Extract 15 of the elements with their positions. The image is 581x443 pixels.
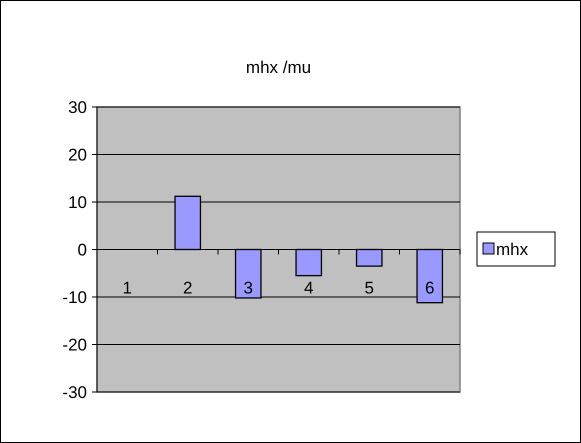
y-tick-label: -20	[62, 335, 87, 354]
legend-label: mhx	[496, 240, 529, 259]
y-tick-label: 10	[68, 192, 87, 212]
y-tick-label: 0	[78, 240, 87, 260]
x-tick-label: 2	[183, 278, 192, 298]
x-tick-label: 3	[244, 278, 253, 298]
y-tick-label: -10	[62, 288, 87, 307]
x-tick-label: 4	[304, 278, 314, 298]
y-tick-label: 30	[68, 98, 87, 117]
x-tick-label: 1	[122, 278, 132, 298]
x-tick-label: 6	[425, 278, 434, 298]
chart-title: mhx /mu	[246, 58, 312, 77]
x-tick-label: 5	[364, 278, 374, 298]
y-tick-label: -30	[62, 382, 87, 402]
y-tick-label: 20	[68, 145, 87, 164]
